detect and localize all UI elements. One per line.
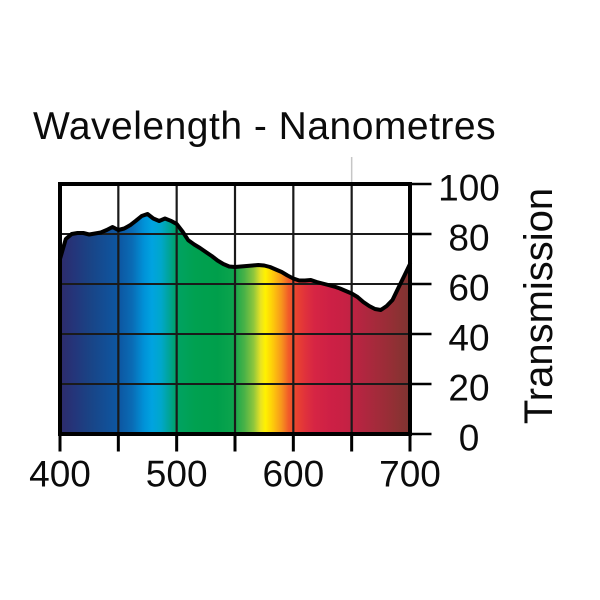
transmission-curve (58, 212, 412, 312)
x-tick-label: 700 (379, 453, 441, 495)
x-tick-label: 400 (29, 453, 91, 495)
x-tick-label: 500 (145, 453, 208, 495)
y-tick-label: 40 (448, 317, 490, 359)
y-tick-label: 60 (448, 267, 490, 309)
y-tick-label: 80 (448, 217, 490, 259)
chart-title: Wavelength - Nanometres (33, 105, 497, 148)
y-tick-label: 20 (448, 367, 490, 409)
y-tick-label: 0 (458, 417, 480, 459)
x-tick-label: 600 (262, 453, 325, 495)
y-tick-label: 100 (438, 167, 500, 209)
y-axis-title: Transmission (517, 187, 561, 425)
